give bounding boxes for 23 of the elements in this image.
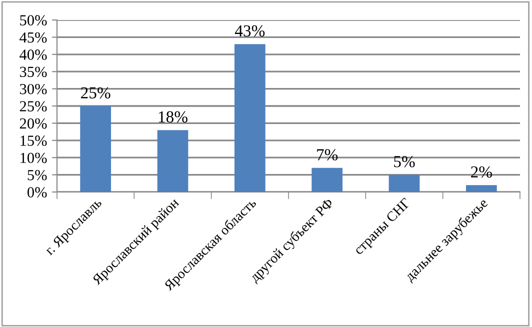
data-label: 25% <box>81 87 110 99</box>
bar <box>388 174 420 192</box>
y-tick-label: 40% <box>20 50 47 60</box>
bar <box>157 130 188 192</box>
bar <box>80 106 112 192</box>
data-label: 43% <box>234 25 265 37</box>
y-tick-label: 5% <box>28 170 47 180</box>
y-tick-label: 15% <box>20 136 47 146</box>
y-tick-label: 25% <box>20 101 47 112</box>
y-tick-label: 45% <box>20 32 47 43</box>
data-label: 5% <box>394 156 415 168</box>
data-label: 2% <box>471 166 492 178</box>
y-tick-label: 35% <box>20 66 47 78</box>
bar <box>312 168 343 192</box>
bar <box>466 185 497 192</box>
data-label: 7% <box>317 149 338 160</box>
y-tick-label: 30% <box>20 84 47 94</box>
y-tick-label: 50% <box>20 15 47 26</box>
data-label: 18% <box>158 111 188 123</box>
y-tick-label: 10% <box>20 152 47 164</box>
y-tick-label: 20% <box>20 118 47 129</box>
y-tick-label: 0% <box>27 187 47 198</box>
bar <box>234 44 266 192</box>
